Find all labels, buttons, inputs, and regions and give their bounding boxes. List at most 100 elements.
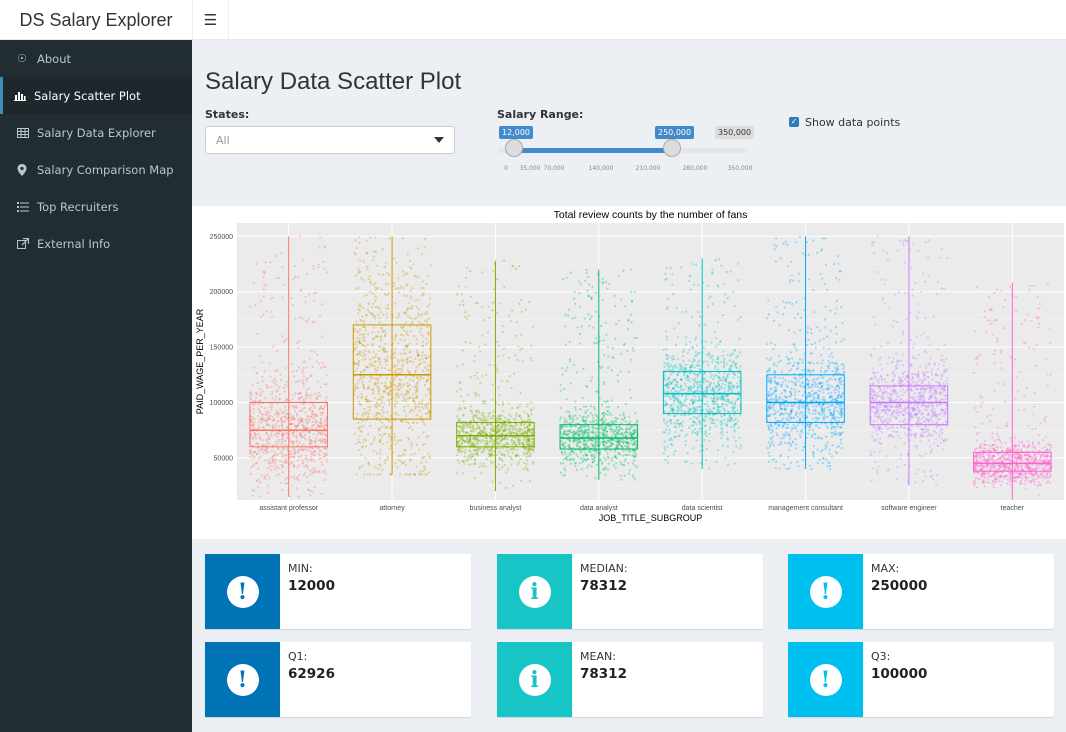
salary-max-handle[interactable] xyxy=(663,139,681,157)
data-point xyxy=(403,312,406,315)
data-point xyxy=(409,295,412,298)
data-point xyxy=(314,439,317,442)
data-point xyxy=(255,262,258,265)
app-title[interactable]: DS Salary Explorer xyxy=(19,9,173,30)
data-point xyxy=(404,352,407,355)
data-point xyxy=(396,466,399,469)
data-point xyxy=(419,473,422,476)
sidebar-item-salary-scatter-plot[interactable]: Salary Scatter Plot xyxy=(0,77,192,114)
data-point xyxy=(303,465,306,468)
sidebar-item-about[interactable]: ☉ About xyxy=(0,40,192,77)
data-point xyxy=(360,430,363,433)
sidebar-item-salary-data-explorer[interactable]: Salary Data Explorer xyxy=(0,114,192,151)
data-point xyxy=(401,419,404,422)
sidebar-item-top-recruiters[interactable]: Top Recruiters xyxy=(0,188,192,225)
data-point xyxy=(299,380,302,383)
data-point xyxy=(426,379,429,382)
salary-min-handle[interactable] xyxy=(505,139,523,157)
data-point xyxy=(613,430,616,433)
data-point xyxy=(291,418,294,421)
bar-chart-icon xyxy=(14,91,34,101)
data-point xyxy=(501,379,504,382)
salary-slider-track[interactable] xyxy=(498,148,748,153)
data-point xyxy=(792,343,795,346)
data-point xyxy=(254,303,257,307)
scatter-plot-panel: 50000 100000 150000 200000 250000 assistant p… xyxy=(192,206,1066,539)
data-point xyxy=(475,371,479,374)
data-point xyxy=(522,453,526,456)
data-point xyxy=(296,276,300,279)
data-point xyxy=(510,463,513,466)
data-point xyxy=(768,454,771,458)
data-point xyxy=(582,433,585,436)
data-point xyxy=(368,362,371,365)
data-point xyxy=(252,435,256,438)
data-point xyxy=(405,420,408,424)
data-point xyxy=(689,366,693,369)
data-point xyxy=(464,440,467,443)
data-point xyxy=(527,443,530,446)
data-point xyxy=(505,449,508,452)
data-point xyxy=(588,450,591,453)
data-point xyxy=(324,441,327,444)
sidebar-item-salary-comparison-map[interactable]: Salary Comparison Map xyxy=(0,151,192,188)
data-point xyxy=(686,352,689,355)
data-point xyxy=(353,251,356,254)
data-point xyxy=(593,455,596,458)
data-point xyxy=(580,468,584,471)
data-point xyxy=(673,378,677,381)
data-point xyxy=(317,408,321,411)
data-point xyxy=(480,433,483,436)
data-point xyxy=(400,460,403,463)
data-point xyxy=(409,355,412,359)
data-point xyxy=(257,427,260,430)
data-point xyxy=(303,472,307,475)
data-point xyxy=(423,366,426,369)
data-point xyxy=(389,438,392,441)
data-point xyxy=(605,281,608,284)
compass-icon: ☉ xyxy=(17,52,27,65)
data-point xyxy=(397,342,400,345)
data-point xyxy=(589,412,593,415)
data-point xyxy=(559,462,562,465)
data-point xyxy=(595,310,598,313)
data-point xyxy=(253,450,256,454)
data-point xyxy=(420,405,423,409)
data-point xyxy=(357,426,360,429)
show-data-points-checkbox[interactable]: ✓ xyxy=(789,117,799,127)
data-point xyxy=(577,280,580,283)
data-point xyxy=(489,428,492,432)
data-point xyxy=(314,422,317,425)
data-point xyxy=(307,318,310,321)
data-point xyxy=(715,402,718,405)
sidebar-item-external-info[interactable]: External Info xyxy=(0,225,192,262)
data-point xyxy=(594,440,597,444)
data-point xyxy=(318,449,321,452)
data-point xyxy=(676,335,679,339)
states-select[interactable]: All xyxy=(205,126,455,154)
data-point xyxy=(469,430,473,433)
data-point xyxy=(630,268,633,271)
data-point xyxy=(419,416,422,419)
data-point xyxy=(293,434,296,438)
data-point xyxy=(388,403,391,406)
data-point xyxy=(313,350,316,353)
data-point xyxy=(670,373,673,376)
data-point xyxy=(385,416,388,420)
data-point xyxy=(410,330,413,333)
data-point xyxy=(713,400,716,403)
sidebar-toggle-button[interactable]: ☰ xyxy=(192,0,229,40)
data-point xyxy=(301,462,304,465)
data-point xyxy=(319,411,322,414)
data-point xyxy=(702,377,705,380)
data-point xyxy=(293,456,296,459)
data-point xyxy=(393,436,397,439)
data-point xyxy=(688,348,691,352)
data-point xyxy=(509,415,513,418)
data-point xyxy=(516,358,520,362)
data-point xyxy=(410,443,413,447)
data-point xyxy=(323,383,326,386)
data-point xyxy=(298,441,302,444)
data-point xyxy=(460,426,463,429)
data-point xyxy=(456,293,459,296)
